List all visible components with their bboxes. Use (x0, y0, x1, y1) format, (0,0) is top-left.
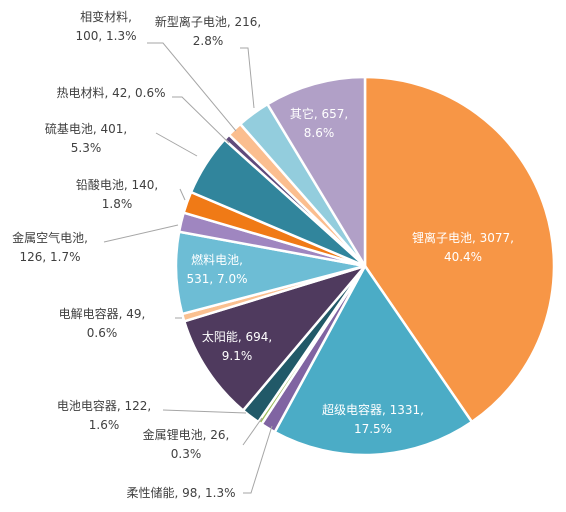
data-label-8: 燃料电池, 531, 7.0% (186, 252, 247, 286)
data-label-7: 电解电容器, 49, 0.6% (59, 306, 146, 340)
data-label-line: 1.6% (89, 418, 120, 432)
pie-slice-2 (273, 264, 474, 457)
data-label-line: 相变材料, (80, 9, 132, 24)
data-label-line: 柔性储能, 98, 1.3% (126, 485, 235, 500)
data-label-11: 硫基电池, 401, 5.3% (45, 121, 127, 155)
data-label-line: 铅酸电池, 140, (76, 177, 158, 192)
data-labels: 锂离子电池, 3077, 40.4% 超级电容器, 1331, 17.5% 柔性储能, … (12, 9, 514, 500)
data-label-line: 新型离子电池, 216, (155, 14, 261, 29)
data-label-line: 1.8% (102, 197, 133, 211)
data-label-line: 燃料电池, (191, 252, 243, 267)
leader-line-10 (179, 188, 186, 201)
pie-slice-1 (363, 75, 556, 424)
data-label-6: 太阳能, 694, 9.1% (202, 329, 272, 363)
data-label-line: 太阳能, 694, (202, 329, 272, 344)
pie-slices (174, 75, 556, 457)
leader-line-12 (172, 96, 230, 144)
data-label-line: 热电材料, 42, 0.6% (56, 86, 165, 100)
data-label-line: 5.3% (71, 141, 102, 155)
pie-slice-6 (183, 264, 367, 412)
leader-line-9 (103, 224, 179, 243)
data-label-line: 2.8% (193, 34, 224, 48)
leader-line-11 (155, 132, 198, 157)
data-label-line: 硫基电池, 401, (45, 121, 127, 136)
data-label-15: 其它, 657, 8.6% (290, 106, 348, 140)
data-label-9: 金属空气电池, 126, 1.7% (12, 230, 88, 264)
data-label-5: 电池电容器, 122, 1.6% (57, 398, 151, 432)
pie-slice-15 (266, 75, 367, 268)
data-label-line: 0.3% (171, 447, 202, 461)
data-label-line: 其它, 657, (290, 106, 348, 121)
data-label-line: 金属锂电池, 26, (143, 427, 230, 442)
data-label-line: 9.1% (222, 349, 253, 363)
data-label-line: 锂离子电池, 3077, (412, 230, 514, 245)
data-label-line: 0.6% (87, 326, 118, 340)
leader-line-5 (162, 409, 247, 414)
leader-line-14 (240, 47, 255, 109)
data-label-line: 100, 1.3% (75, 29, 136, 43)
data-label-10: 铅酸电池, 140, 1.8% (76, 177, 158, 211)
data-label-13: 相变材料, 100, 1.3% (75, 9, 136, 43)
data-label-line: 531, 7.0% (186, 272, 247, 286)
data-label-line: 金属空气电池, (12, 230, 88, 245)
data-label-line: 超级电容器, 1331, (322, 402, 424, 417)
leader-line-13 (147, 42, 237, 132)
data-label-line: 17.5% (354, 422, 392, 436)
data-label-2: 超级电容器, 1331, 17.5% (322, 402, 424, 436)
data-label-line: 电解电容器, 49, (59, 306, 146, 321)
data-label-line: 8.6% (304, 126, 335, 140)
data-label-line: 电池电容器, 122, (57, 398, 151, 413)
leader-line-4 (242, 417, 263, 446)
data-label-3: 柔性储能, 98, 1.3% (126, 485, 235, 500)
data-label-14: 新型离子电池, 216, 2.8% (155, 14, 261, 48)
data-label-line: 40.4% (444, 250, 482, 264)
leader-line-3 (243, 425, 273, 494)
data-label-1: 锂离子电池, 3077, 40.4% (412, 230, 514, 264)
leader-lines (103, 42, 273, 494)
data-label-4: 金属锂电池, 26, 0.3% (143, 427, 230, 461)
data-label-12: 热电材料, 42, 0.6% (56, 86, 165, 100)
data-label-line: 126, 1.7% (19, 250, 80, 264)
